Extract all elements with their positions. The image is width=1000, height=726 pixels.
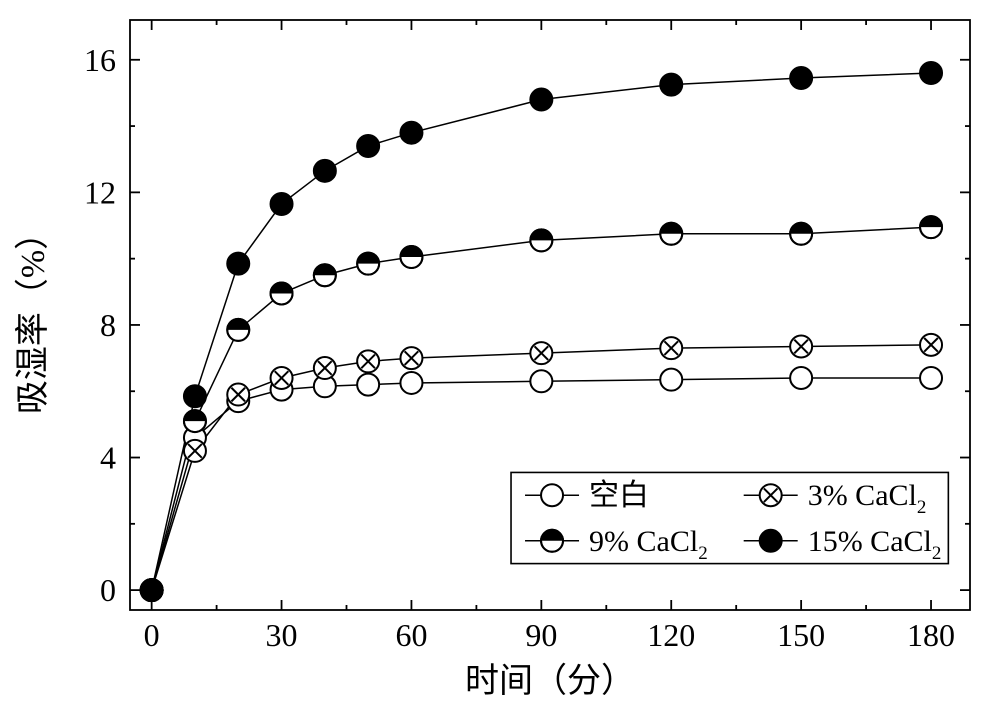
line-chart: 0 30 60 90 120 150 180 0 4 8 12 16 时间（分） 吸湿率（%） 空白3% C… [0,0,1000,726]
legend-label-blank: 空白 [589,479,649,512]
x-axis-label: 时间（分） [465,662,635,700]
svg-text:60: 60 [395,617,427,653]
svg-text:90: 90 [525,617,557,653]
svg-text:0: 0 [100,572,116,608]
svg-text:30: 30 [266,617,298,653]
svg-text:4: 4 [100,440,116,476]
svg-text:0: 0 [144,617,160,653]
legend: 空白3% CaCl29% CaCl215% CaCl2 [511,472,948,563]
chart-container: 0 30 60 90 120 150 180 0 4 8 12 16 时间（分） 吸湿率（%） 空白3% C… [0,0,1000,726]
svg-text:8: 8 [100,307,116,343]
svg-text:12: 12 [84,174,116,210]
svg-text:180: 180 [907,617,955,653]
svg-text:120: 120 [647,617,695,653]
y-axis-label: 吸湿率（%） [14,216,52,414]
svg-text:150: 150 [777,617,825,653]
svg-text:16: 16 [84,42,116,78]
